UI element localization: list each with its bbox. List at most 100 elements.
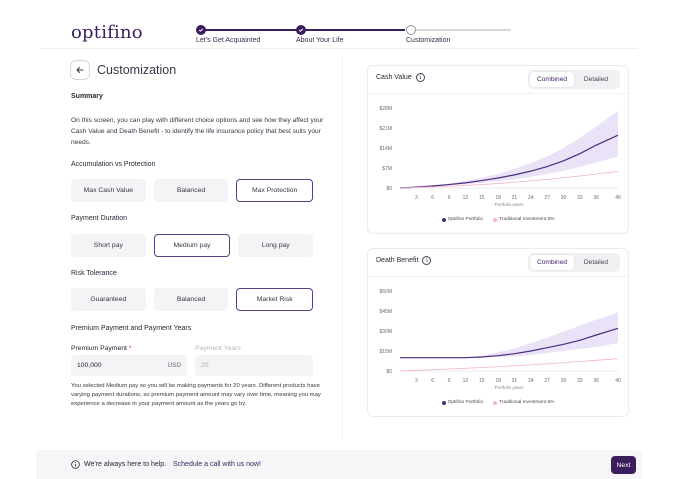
y-tick-label: $15M: [379, 349, 392, 355]
cash-value-card: Cash Value i Combined Detailed $0 $7M $14M…: [367, 65, 629, 234]
x-tick-label: 33: [577, 378, 583, 384]
x-tick-label: 36: [593, 195, 599, 201]
x-tick-label: 12: [463, 378, 469, 384]
column-divider: [342, 56, 343, 440]
schedule-call-link[interactable]: Schedule a call with us now!: [173, 461, 261, 468]
premium-payment-label: Premium Payment *: [71, 345, 131, 352]
info-icon[interactable]: i: [415, 73, 425, 82]
legend-item-optifino: Optifino Portfolio: [441, 217, 483, 222]
toggle-combined[interactable]: Combined: [530, 255, 574, 270]
option-balanced[interactable]: Balanced: [153, 179, 229, 202]
option-guaranteed[interactable]: Guaranteed: [71, 288, 146, 311]
step-3-current-icon: [406, 25, 416, 35]
progress-stepper: Let's Get Acquainted About Your Life Cus…: [196, 23, 516, 47]
y-tick-label: $0: [386, 186, 392, 192]
y-tick-label: $14M: [379, 146, 392, 152]
premium-heading: Premium Payment and Payment Years: [71, 325, 192, 332]
death-benefit-legend: Optifino Portfolio Traditional Investmen…: [368, 400, 628, 405]
premium-payment-value: 100,000: [77, 362, 102, 369]
y-tick-label: $45M: [379, 309, 392, 315]
x-tick-label: 3: [415, 195, 418, 201]
x-tick-label: 27: [544, 378, 550, 384]
cash-value-legend: Optifino Portfolio Traditional Investmen…: [368, 217, 628, 222]
info-icon[interactable]: i: [422, 256, 432, 265]
option-max-cash-value[interactable]: Max Cash Value: [71, 179, 146, 202]
x-tick-label: 27: [544, 195, 550, 201]
x-tick-label: 30: [561, 195, 567, 201]
confidence-band: [400, 312, 618, 358]
x-tick-label: 15: [479, 195, 485, 201]
x-tick-label: 6: [431, 378, 434, 384]
x-tick-label: 12: [463, 195, 469, 201]
y-tick-label: $7M: [382, 166, 392, 172]
stepper-line-pending: [411, 29, 511, 31]
back-button[interactable]: [70, 60, 90, 80]
accumulation-heading: Accumulation vs Protection: [71, 161, 156, 168]
y-tick-label: $60M: [379, 289, 392, 295]
x-axis-title: Portfolio years: [495, 202, 525, 207]
step-label-about-life[interactable]: About Your Life: [296, 37, 344, 44]
x-tick-label: 6: [431, 195, 434, 201]
payment-years-input: 20: [195, 355, 313, 376]
step-label-customization: Customization: [406, 37, 451, 44]
series-line-optifino: [400, 327, 619, 359]
toggle-detailed[interactable]: Detailed: [583, 259, 609, 266]
premium-payment-input[interactable]: 100,000 USD: [71, 355, 187, 376]
legend-label: Traditional Investment 5%: [499, 217, 555, 222]
payment-years-label: Payment Years: [195, 345, 241, 352]
card-divider: [368, 93, 628, 94]
option-market-risk[interactable]: Market Risk: [236, 288, 314, 311]
brand-logo[interactable]: optifino: [71, 22, 143, 43]
payment-duration-heading: Payment Duration: [71, 215, 128, 222]
series-line-traditional: [399, 358, 619, 372]
series-line-optifino: [399, 134, 619, 189]
x-tick-label: 21: [512, 378, 518, 384]
option-short-pay[interactable]: Short pay: [71, 234, 146, 257]
x-tick-label: 30: [561, 378, 567, 384]
legend-item-traditional: Traditional Investment 5%: [493, 217, 554, 222]
x-tick-label: 3: [415, 378, 418, 384]
step-label-acquainted[interactable]: Let's Get Acquainted: [196, 37, 261, 44]
help-footer: We're always here to help. Schedule a ca…: [36, 450, 642, 479]
card-divider: [368, 276, 628, 277]
x-tick-label: 21: [512, 195, 518, 201]
x-axis-title: Portfolio years: [495, 385, 525, 390]
x-tick-label: 40: [615, 378, 621, 384]
option-medium-pay[interactable]: Medium pay: [153, 234, 231, 257]
legend-label: Traditional Investment 5%: [499, 400, 555, 405]
risk-options: Guaranteed Balanced Market Risk: [71, 288, 314, 311]
y-tick-label: $28M: [379, 106, 392, 112]
cash-value-toggle: Combined Detailed: [528, 70, 620, 89]
legend-item-traditional: Traditional Investment 5%: [493, 400, 554, 405]
death-benefit-card: Death Benefit i Combined Detailed $0 $15M…: [367, 248, 629, 417]
x-tick-label: 24: [528, 378, 534, 384]
option-balanced-risk[interactable]: Balanced: [153, 288, 229, 311]
page-title: Customization: [97, 63, 177, 77]
y-tick-label: $0: [386, 369, 392, 375]
option-long-pay[interactable]: Long pay: [238, 234, 314, 257]
header-divider: [40, 48, 638, 49]
legend-dot-icon: [441, 400, 446, 405]
summary-text: On this screen, you can play with differ…: [71, 117, 324, 146]
stepper-line-done: [201, 29, 301, 31]
death-benefit-title: Death Benefit i: [376, 256, 432, 265]
next-button[interactable]: Next: [611, 456, 636, 474]
x-tick-label: 18: [495, 378, 501, 384]
series-line-traditional: [399, 171, 619, 189]
x-tick-label: 9: [448, 195, 451, 201]
cash-value-title: Cash Value i: [376, 73, 425, 82]
stepper-line-done: [301, 29, 405, 31]
death-benefit-toggle: Combined Detailed: [528, 253, 620, 272]
toggle-detailed[interactable]: Detailed: [583, 76, 609, 83]
legend-label: Optifino Portfolio: [447, 400, 484, 405]
legend-dot-icon: [441, 217, 446, 222]
option-max-protection[interactable]: Max Protection: [236, 179, 314, 202]
toggle-combined[interactable]: Combined: [530, 72, 574, 87]
currency-suffix: USD: [167, 362, 182, 369]
x-tick-label: 15: [479, 378, 485, 384]
premium-payment-label-text: Premium Payment: [71, 345, 127, 352]
death-benefit-title-text: Death Benefit: [376, 257, 419, 264]
x-tick-label: 36: [593, 378, 599, 384]
